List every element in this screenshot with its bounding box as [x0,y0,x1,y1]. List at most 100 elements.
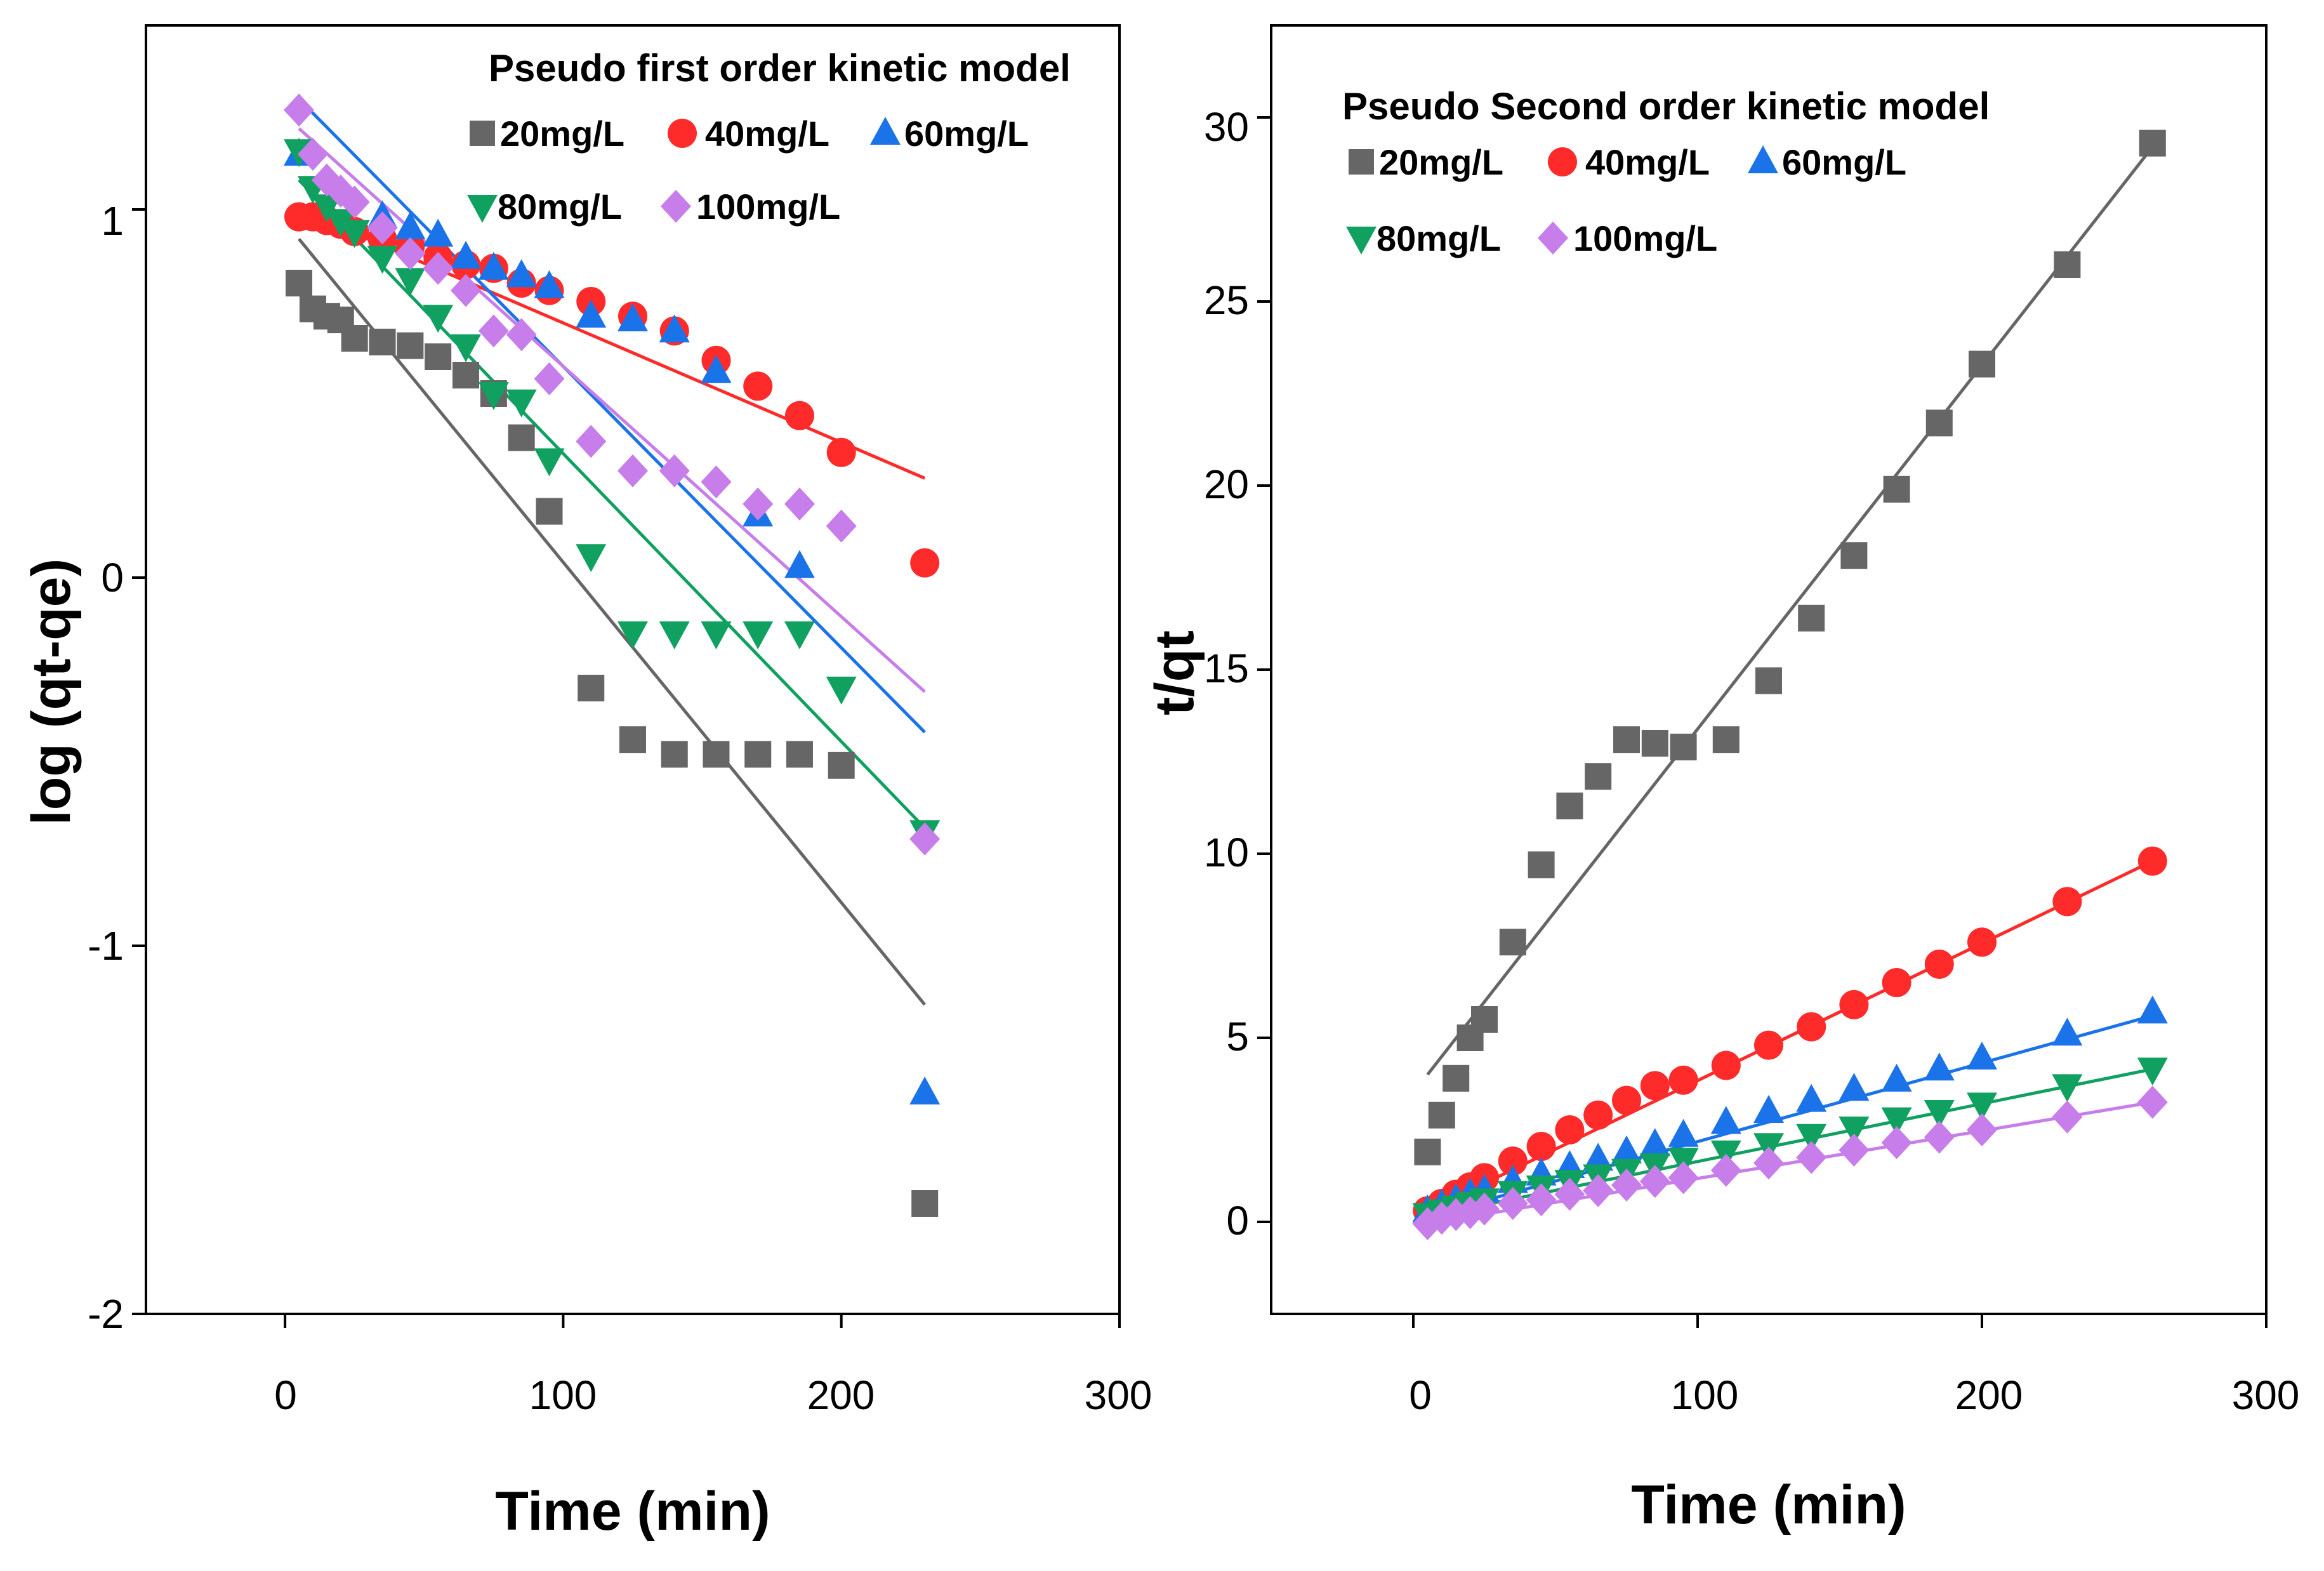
legend-label: 40mg/L [705,114,829,154]
data-point [1556,792,1583,819]
data-point [1839,1117,1870,1145]
legend-marker [1349,149,1374,175]
data-point [1428,1101,1455,1129]
data-point [1754,1030,1783,1060]
data-point [311,194,342,223]
x-tick-label: 0 [274,1372,297,1418]
data-point [576,300,607,328]
data-point [367,246,398,274]
y-axis-title: t/qt [1144,630,1205,715]
data-point [506,259,537,288]
data-point [1414,1138,1441,1165]
legend-label: 100mg/L [1573,218,1717,258]
data-point [1613,726,1640,753]
data-point [909,1077,941,1104]
data-point [341,325,368,352]
data-point [1554,1177,1585,1211]
data-point [1712,726,1740,753]
data-point [395,268,426,296]
data-point [534,270,565,298]
data-point [1668,1118,1699,1147]
data-point [2052,1074,2083,1103]
legend-entry: 60mg/L [1748,142,1906,182]
fit-line-20mg-l [298,237,927,1006]
x-tick-label: 100 [1671,1372,1739,1418]
data-point [784,487,815,520]
data-point [826,509,857,543]
data-point [576,544,607,573]
data-point [743,487,774,520]
y-tick-label: 10 [1204,830,1249,875]
data-point [1583,1174,1614,1207]
legend-entry: 100mg/L [1538,218,1717,258]
data-point [1967,927,1997,957]
fit-line-80mg-l [298,178,926,830]
data-point [1555,1115,1585,1144]
fit-line-100mg-l [298,127,926,693]
data-point [2137,846,2167,876]
data-point [1881,1126,1912,1160]
data-point [508,424,535,451]
y-tick-labels: 0 5 10 15 20 25 30 [1204,104,1249,1243]
y-tick-label: 0 [1226,1198,1249,1243]
data-point [619,726,646,753]
data-points [1412,129,2168,1240]
data-point [2054,251,2081,278]
y-tick-label: 15 [1204,646,1249,691]
legend: Pseudo first order kinetic model 20mg/L … [467,47,1071,227]
legend-marker [1748,145,1778,173]
data-point [1585,763,1612,790]
legend-label: 20mg/L [500,114,624,154]
data-point [451,334,482,362]
legend-label: 60mg/L [1782,142,1906,182]
data-point [828,752,855,779]
data-point [536,498,563,525]
data-point [617,621,648,649]
legend-entry: 60mg/L [870,114,1029,154]
legend-entry: 100mg/L [661,187,840,227]
legend-entry: 40mg/L [668,114,829,154]
data-point [1639,1165,1670,1198]
data-point [284,93,315,127]
data-point [1498,1146,1528,1176]
data-point [1796,1124,1827,1152]
data-point [743,621,774,649]
data-point [1967,1113,1997,1146]
data-point [784,401,814,430]
data-point [659,621,690,649]
x-tick-label: 100 [529,1372,597,1418]
chart-title: Pseudo Second order kinetic model [1342,85,1990,128]
data-points [284,93,941,1217]
data-point [506,389,537,418]
data-point [1924,1100,1955,1128]
x-tick-label: 300 [1085,1372,1152,1418]
data-point [1839,990,1869,1019]
legend-entry: 40mg/L [1548,142,1710,182]
data-point [1639,1128,1670,1157]
data-point [1583,1143,1614,1171]
data-point [1753,1095,1784,1123]
data-point [1924,1052,1955,1081]
data-point [2137,1085,2168,1119]
data-point [423,251,454,285]
data-point [784,550,815,578]
data-point [786,741,813,768]
data-point [397,332,424,359]
legend-marker [1548,147,1577,176]
data-point [1471,1006,1498,1033]
data-point [910,548,940,578]
legend-label: 40mg/L [1585,142,1710,182]
legend-marker [467,195,498,223]
plot-frame [145,24,1121,1315]
legend-label: 80mg/L [1377,218,1501,258]
x-axis-title: Time (min) [1631,1475,1906,1535]
data-point [339,220,370,248]
data-point [1710,1106,1741,1134]
data-point [297,138,328,171]
fit-line-60mg-l [298,98,926,734]
data-point [1611,1135,1642,1163]
data-point [367,211,398,244]
data-point [911,1190,939,1217]
y-tick-label: 30 [1204,104,1249,150]
data-point [395,237,426,270]
